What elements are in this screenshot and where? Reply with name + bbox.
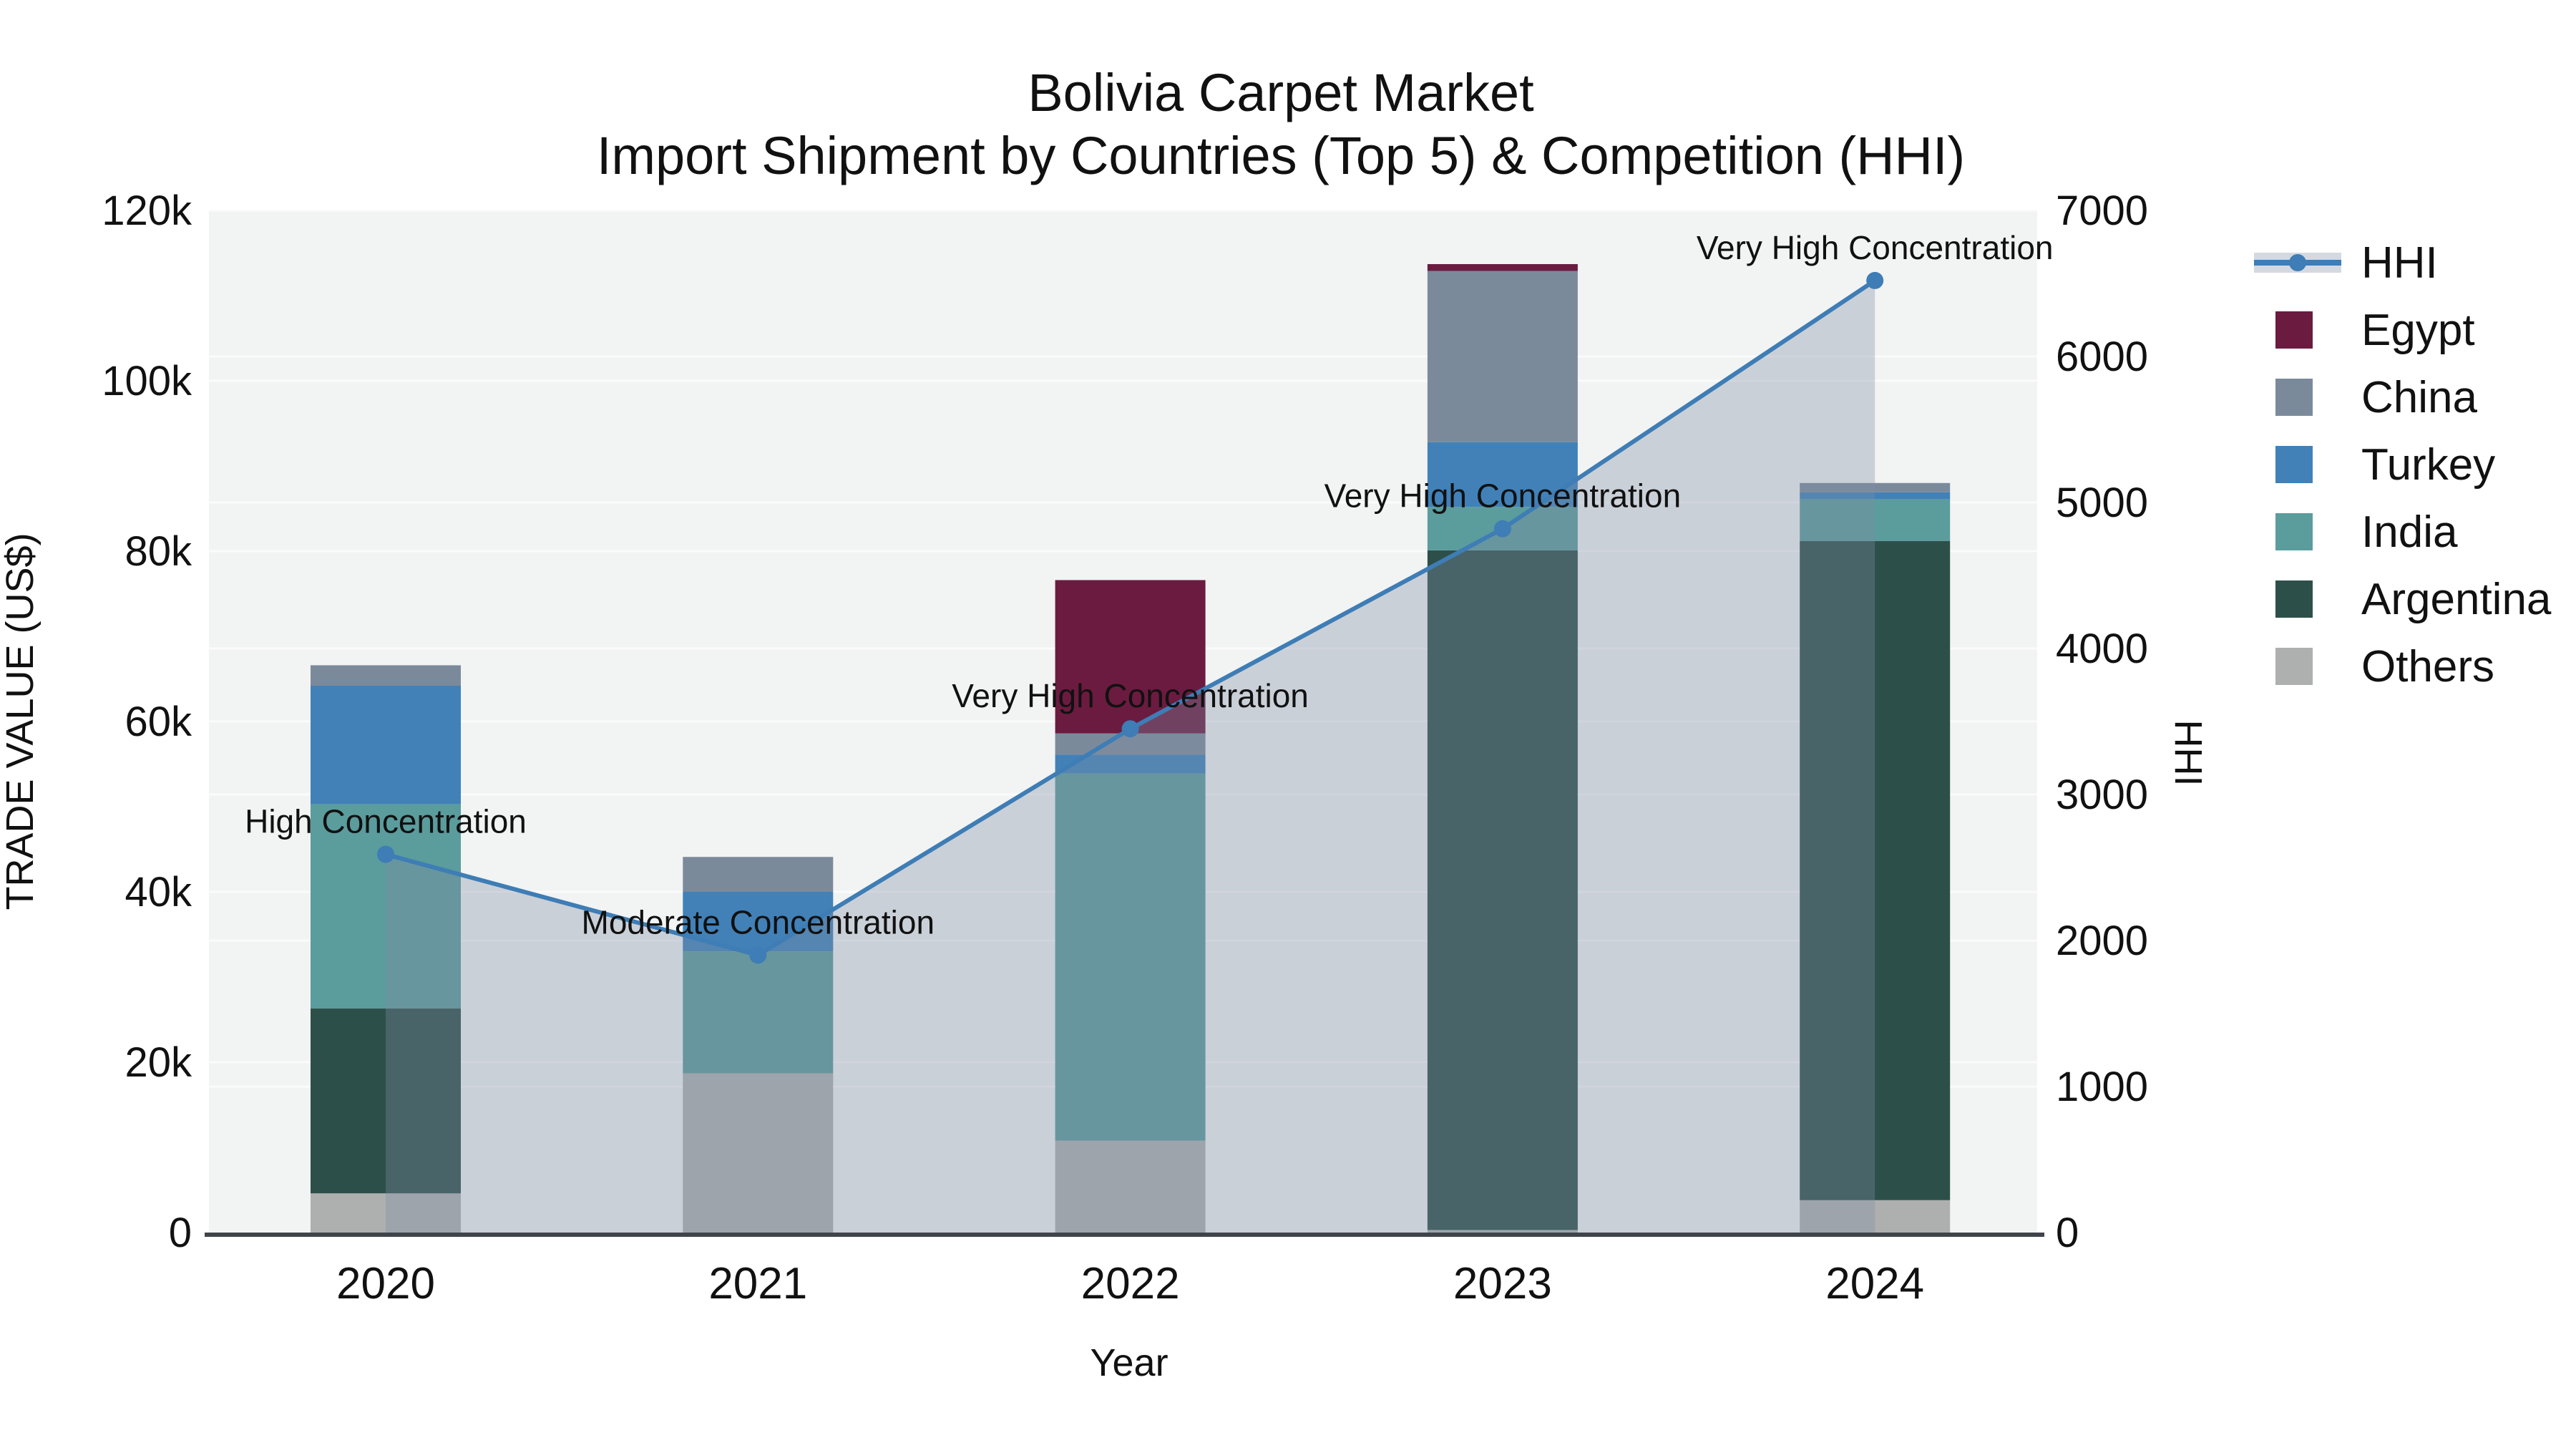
annotation-2022: Very High Concentration bbox=[952, 677, 1309, 714]
legend-item-china[interactable]: China bbox=[2254, 364, 2551, 431]
legend-label: Egypt bbox=[2361, 305, 2475, 355]
annotation-2024: Very High Concentration bbox=[1697, 229, 2054, 266]
legend-item-others[interactable]: Others bbox=[2254, 633, 2551, 700]
x-tick-label: 2022 bbox=[1081, 1259, 1180, 1308]
legend: HHI Egypt China Turkey India Argentina O… bbox=[2254, 229, 2551, 700]
bar-segment-turkey-2024[interactable] bbox=[1800, 492, 1951, 500]
hhi-marker-icon bbox=[2289, 254, 2306, 271]
annotation-2020: High Concentration bbox=[245, 803, 527, 840]
hhi-point-2021[interactable] bbox=[749, 946, 767, 964]
india-swatch-icon bbox=[2275, 513, 2313, 550]
hhi-point-2020[interactable] bbox=[377, 845, 394, 863]
x-tick-label: 2024 bbox=[1825, 1259, 1924, 1308]
bar-segment-argentina-2023[interactable] bbox=[1427, 550, 1578, 1230]
bar-segment-others-2022[interactable] bbox=[1055, 1140, 1206, 1233]
bar-segment-egypt-2022[interactable] bbox=[1055, 580, 1206, 734]
bar-segment-china-2021[interactable] bbox=[683, 857, 834, 892]
hhi-point-2024[interactable] bbox=[1866, 271, 1884, 289]
china-swatch-icon bbox=[2275, 379, 2313, 416]
legend-label: China bbox=[2361, 372, 2477, 422]
y-right-tick-label: 3000 bbox=[2056, 772, 2148, 818]
others-swatch-icon bbox=[2275, 648, 2313, 685]
hhi-point-2022[interactable] bbox=[1121, 720, 1139, 738]
bar-segment-india-2021[interactable] bbox=[683, 951, 834, 1074]
legend-label: HHI bbox=[2361, 238, 2438, 288]
y-left-tick-label: 80k bbox=[125, 528, 192, 575]
y-left-axis-title: TRADE VALUE (US$) bbox=[0, 533, 42, 910]
legend-label: Others bbox=[2361, 641, 2495, 691]
bar-segment-india-2020[interactable] bbox=[311, 804, 461, 1009]
bar-segment-egypt-2023[interactable] bbox=[1427, 263, 1578, 271]
legend-label: Argentina bbox=[2361, 574, 2552, 624]
chart-title-line1: Bolivia Carpet Market bbox=[1028, 63, 1534, 122]
legend-label: Turkey bbox=[2361, 439, 2496, 490]
bar-segment-others-2021[interactable] bbox=[683, 1073, 834, 1233]
bar-segment-china-2020[interactable] bbox=[311, 665, 461, 686]
bar-segment-argentina-2024[interactable] bbox=[1800, 540, 1951, 1200]
x-axis-title: Year bbox=[1090, 1341, 1168, 1384]
plot-area: 0 20k 40k 60k 80k 100k 120k 0 1000 2000 3000 4000 50… bbox=[102, 188, 2148, 1308]
y-left-tick-label: 0 bbox=[169, 1210, 192, 1256]
legend-item-hhi[interactable]: HHI bbox=[2254, 229, 2551, 296]
legend-item-india[interactable]: India bbox=[2254, 498, 2551, 565]
legend-item-turkey[interactable]: Turkey bbox=[2254, 431, 2551, 498]
y-right-tick-label: 1000 bbox=[2056, 1064, 2148, 1110]
legend-item-egypt[interactable]: Egypt bbox=[2254, 296, 2551, 364]
y-right-tick-label: 5000 bbox=[2056, 480, 2148, 526]
y-right-tick-label: 7000 bbox=[2056, 188, 2148, 234]
chart-title-line2: Import Shipment by Countries (Top 5) & C… bbox=[597, 126, 1965, 185]
y-right-tick-label: 6000 bbox=[2056, 334, 2148, 380]
y-left-tick-label: 100k bbox=[102, 358, 192, 404]
turkey-swatch-icon bbox=[2275, 446, 2313, 483]
y-left-tick-label: 120k bbox=[102, 188, 192, 234]
bar-segment-others-2024[interactable] bbox=[1800, 1200, 1951, 1233]
y-left-tick-label: 20k bbox=[125, 1039, 192, 1086]
bar-segment-china-2024[interactable] bbox=[1800, 482, 1951, 492]
annotation-2023: Very High Concentration bbox=[1324, 477, 1682, 515]
legend-label: India bbox=[2361, 507, 2458, 557]
bar-segment-others-2020[interactable] bbox=[311, 1193, 461, 1233]
y-right-axis-title: HHI bbox=[2167, 720, 2210, 787]
bar-segment-others-2023[interactable] bbox=[1427, 1230, 1578, 1233]
hhi-point-2023[interactable] bbox=[1493, 520, 1511, 538]
y-left-tick-label: 40k bbox=[125, 869, 192, 915]
tick-labels: 0 20k 40k 60k 80k 100k 120k 0 1000 2000 3000 4000 50… bbox=[102, 188, 2148, 1308]
hhi-line-sample bbox=[2254, 243, 2341, 283]
bar-segment-turkey-2020[interactable] bbox=[311, 686, 461, 805]
y-right-tick-label: 4000 bbox=[2056, 626, 2148, 672]
x-tick-label: 2021 bbox=[708, 1259, 807, 1308]
argentina-swatch-icon bbox=[2275, 580, 2313, 618]
bar-segment-argentina-2020[interactable] bbox=[311, 1009, 461, 1194]
annotation-2021: Moderate Concentration bbox=[582, 903, 935, 941]
egypt-swatch-icon bbox=[2275, 311, 2313, 349]
x-tick-label: 2020 bbox=[336, 1259, 435, 1308]
y-right-tick-label: 2000 bbox=[2056, 918, 2148, 964]
x-tick-label: 2023 bbox=[1453, 1259, 1552, 1308]
y-left-tick-label: 60k bbox=[125, 699, 192, 745]
legend-item-argentina[interactable]: Argentina bbox=[2254, 565, 2551, 633]
y-right-tick-label: 0 bbox=[2056, 1210, 2079, 1256]
bar-segment-india-2022[interactable] bbox=[1055, 773, 1206, 1141]
bar-segment-india-2024[interactable] bbox=[1800, 499, 1951, 541]
hhi-area-fill bbox=[386, 280, 1875, 1233]
bar-segment-china-2023[interactable] bbox=[1427, 271, 1578, 442]
